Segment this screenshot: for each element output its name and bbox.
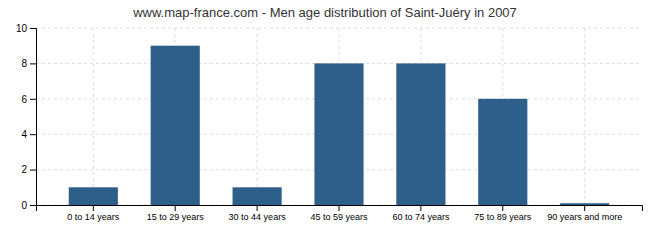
tick: 75 to 89 years bbox=[474, 205, 532, 222]
tick: 2 bbox=[21, 164, 36, 175]
tick-label: 60 to 74 years bbox=[392, 212, 450, 222]
bar bbox=[69, 187, 118, 205]
tick-mark bbox=[30, 134, 36, 135]
tick: 15 to 29 years bbox=[147, 205, 205, 222]
tick-mark bbox=[30, 63, 36, 64]
axis-line bbox=[37, 206, 643, 212]
tick-label: 30 to 44 years bbox=[229, 212, 287, 222]
tick-mark bbox=[584, 205, 585, 211]
tick-label: 75 to 89 years bbox=[474, 212, 532, 222]
tick: 45 to 59 years bbox=[310, 205, 368, 222]
tick-mark bbox=[30, 99, 36, 100]
tick-mark bbox=[257, 205, 258, 211]
grid-line bbox=[257, 28, 258, 205]
grid-line bbox=[584, 28, 585, 205]
tick-mark bbox=[175, 205, 176, 211]
tick: 90 years and more bbox=[547, 205, 622, 222]
tick: 6 bbox=[21, 94, 36, 105]
x-grid bbox=[93, 28, 584, 205]
bars bbox=[69, 46, 609, 205]
tick: 30 to 44 years bbox=[229, 205, 287, 222]
tick-label: 45 to 59 years bbox=[310, 212, 368, 222]
tick-label: 15 to 29 years bbox=[147, 212, 205, 222]
tick: 60 to 74 years bbox=[392, 205, 450, 222]
tick-label: 2 bbox=[21, 164, 27, 175]
axis-line bbox=[30, 29, 37, 206]
tick-mark bbox=[30, 170, 36, 171]
tick: 4 bbox=[21, 129, 36, 140]
tick: 8 bbox=[21, 58, 36, 69]
tick: 0 to 14 years bbox=[67, 205, 120, 222]
tick-label: 4 bbox=[21, 129, 27, 140]
tick-label: 90 years and more bbox=[547, 212, 622, 222]
tick: 0 bbox=[21, 200, 36, 211]
y-axis: 0 2 4 6 8 10 bbox=[16, 23, 37, 211]
bar bbox=[396, 63, 445, 205]
bar bbox=[314, 63, 363, 205]
title: www.map-france.com - Men age distributio… bbox=[132, 5, 517, 20]
tick-label: 0 to 14 years bbox=[67, 212, 120, 222]
grid-line bbox=[93, 28, 94, 205]
tick-label: 6 bbox=[21, 94, 27, 105]
tick-mark bbox=[502, 205, 503, 211]
tick-mark bbox=[30, 28, 36, 29]
tick-mark bbox=[420, 205, 421, 211]
tick-label: 0 bbox=[21, 200, 27, 211]
tick-mark bbox=[30, 205, 36, 206]
bar bbox=[478, 99, 527, 205]
bar bbox=[151, 46, 200, 205]
x-axis: 0 to 14 years 15 to 29 years 30 to 44 year… bbox=[37, 205, 643, 222]
bar bbox=[233, 187, 282, 205]
y-grid bbox=[36, 28, 642, 205]
tick-mark bbox=[339, 205, 340, 211]
bar bbox=[560, 203, 609, 205]
chart: 0 2 4 6 8 10 0 to 14 years 15 to 29 years 30 to … bbox=[0, 0, 650, 229]
tick-mark bbox=[93, 205, 94, 211]
tick: 10 bbox=[16, 23, 36, 34]
tick-label: 10 bbox=[16, 23, 28, 34]
tick-label: 8 bbox=[21, 58, 27, 69]
plot: 0 2 4 6 8 10 0 to 14 years 15 to 29 years 30 to … bbox=[16, 23, 643, 223]
